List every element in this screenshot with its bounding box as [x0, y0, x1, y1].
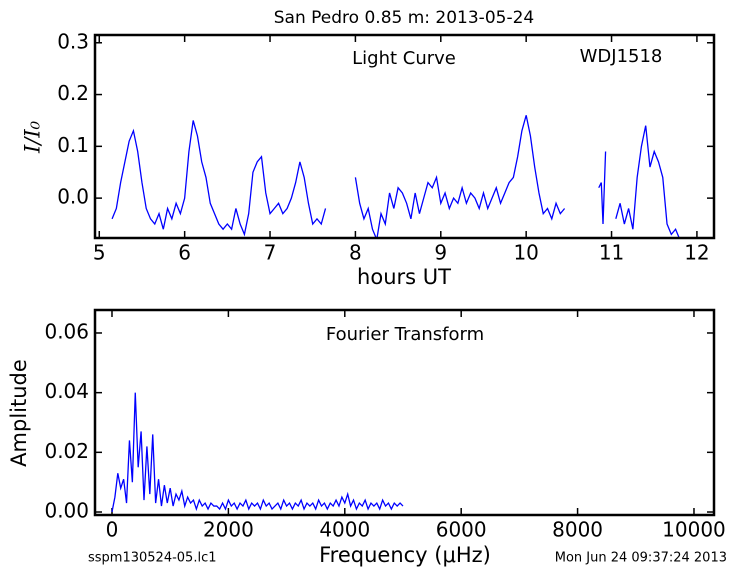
- x-tick-label: 0: [106, 518, 119, 542]
- data-line: [111, 115, 680, 238]
- x-axis-label: Frequency (μHz): [319, 543, 491, 567]
- x-tick-label: 8: [349, 241, 362, 265]
- y-tick-label: 0.2: [57, 81, 89, 105]
- annotation: Fourier Transform: [326, 324, 484, 345]
- x-tick-label: 10000: [662, 518, 726, 542]
- y-tick-label: 0.04: [44, 379, 89, 403]
- x-tick-label: 6: [178, 241, 191, 265]
- x-tick-label: 11: [599, 241, 624, 265]
- data-line: [111, 392, 404, 513]
- x-tick-label: 9: [434, 241, 447, 265]
- x-axis-label: hours UT: [357, 265, 451, 289]
- y-tick-label: 0.00: [44, 499, 89, 523]
- footer-right: Mon Jun 24 09:37:24 2013: [555, 551, 727, 566]
- annotation: Light Curve: [352, 48, 456, 69]
- footer-left: sspm130524-05.lc1: [88, 551, 216, 566]
- x-tick-label: 5: [93, 241, 106, 265]
- y-tick-label: 0.3: [57, 29, 89, 53]
- y-tick-label: 0.02: [44, 439, 89, 463]
- x-tick-label: 8000: [552, 518, 603, 542]
- y-tick-label: 0.0: [57, 185, 89, 209]
- plot-frame: [93, 33, 716, 240]
- annotation: WDJ1518: [580, 46, 663, 67]
- x-tick-label: 2000: [203, 518, 254, 542]
- y-tick-label: 0.06: [44, 319, 89, 343]
- y-tick-label: 0.1: [57, 133, 89, 157]
- x-tick-label: 10: [513, 241, 538, 265]
- x-tick-label: 12: [684, 241, 709, 265]
- y-axis-label: I/I₀: [21, 120, 45, 154]
- x-tick-label: 6000: [436, 518, 487, 542]
- x-tick-label: 4000: [319, 518, 370, 542]
- y-axis-label: Amplitude: [7, 359, 31, 467]
- plot-frame: [93, 308, 716, 517]
- chart-title: San Pedro 0.85 m: 2013-05-24: [274, 8, 534, 28]
- x-tick-label: 7: [264, 241, 277, 265]
